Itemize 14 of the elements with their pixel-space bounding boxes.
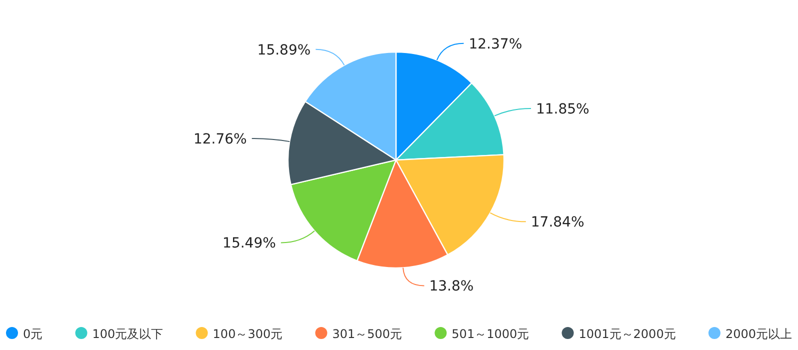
data-label: 17.84% [530, 214, 584, 231]
legend-label: 2000元以上 [725, 327, 792, 341]
data-label: 13.8% [429, 278, 474, 295]
data-label: 15.49% [222, 236, 276, 252]
legend-label: 501～1000元 [452, 327, 530, 341]
legend-label: 100～300元 [212, 327, 283, 341]
data-label: 12.76% [193, 131, 247, 148]
data-label: 12.37% [468, 36, 522, 52]
legend-label: 301～500元 [332, 327, 402, 341]
data-label: 15.89% [257, 42, 311, 58]
legend-label: 100元及以下 [92, 327, 164, 341]
data-label: 11.85% [536, 101, 590, 118]
legend-label: 0元 [23, 327, 43, 341]
legend-label: 1001元～2000元 [578, 327, 676, 341]
